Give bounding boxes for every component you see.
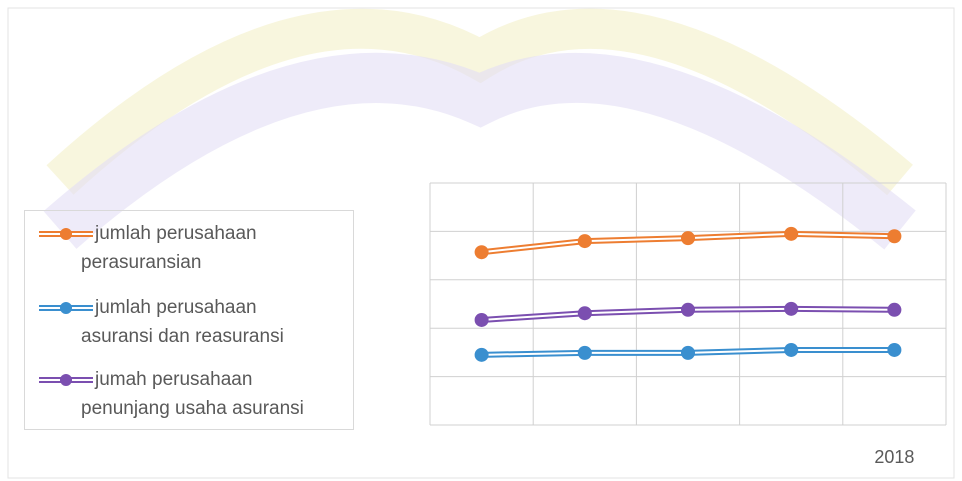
legend-label: jumlah perusahaan perasuransian <box>81 223 257 273</box>
data-point <box>887 342 902 357</box>
watermark <box>46 8 913 196</box>
data-point <box>681 345 695 360</box>
legend-entry: jumah perusahaan penunjang usaha asurans… <box>39 365 331 423</box>
legend-entry: jumlah perusahaan perasuransian <box>39 219 331 277</box>
legend-icon <box>39 228 93 240</box>
legend-icon <box>39 374 93 386</box>
data-point <box>887 229 902 244</box>
data-point <box>887 302 902 317</box>
data-point <box>681 302 695 317</box>
data-point <box>784 342 799 357</box>
data-point <box>681 231 695 246</box>
legend-label: jumah perusahaan penunjang usaha asurans… <box>81 369 304 419</box>
data-point <box>577 306 592 321</box>
data-point <box>784 301 799 316</box>
legend-marker <box>60 374 72 386</box>
data-point <box>474 347 489 362</box>
legend-entry: jumlah perusahaan asuransi dan reasurans… <box>39 293 331 351</box>
data-point <box>577 345 592 360</box>
legend-marker <box>60 228 72 240</box>
data-point <box>474 312 489 327</box>
data-point <box>577 234 592 249</box>
data-point <box>784 226 799 241</box>
watermark <box>43 52 916 250</box>
legend-label: jumlah perusahaan asuransi dan reasurans… <box>81 297 284 347</box>
x-tick-label: 2018 <box>874 447 914 467</box>
legend-marker <box>60 302 72 314</box>
legend-icon <box>39 302 93 314</box>
data-point <box>474 245 489 260</box>
legend: jumlah perusahaan perasuransian jumlah pe… <box>24 210 354 430</box>
chart-border <box>7 7 955 479</box>
